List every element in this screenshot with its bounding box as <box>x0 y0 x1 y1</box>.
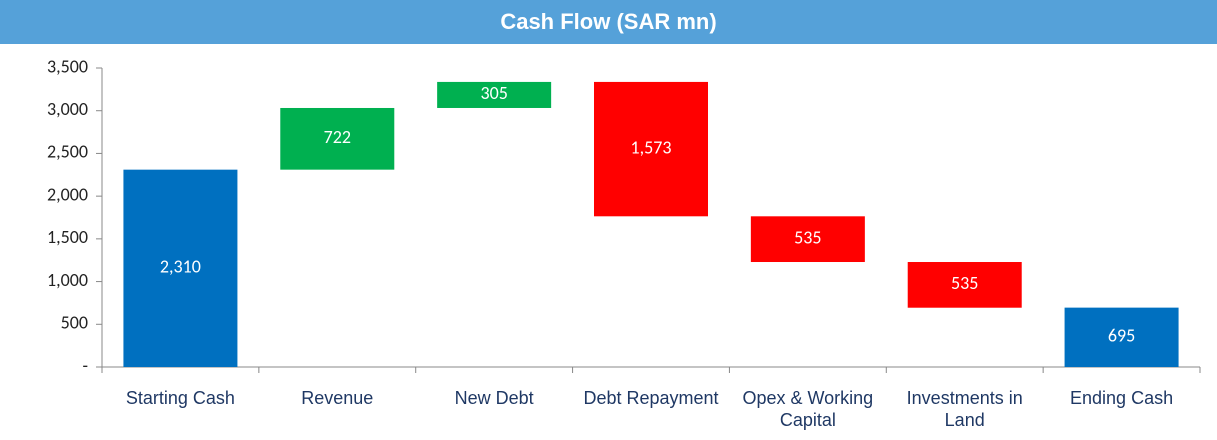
x-tick-label: Investments in Land <box>906 388 1023 430</box>
data-label: 2,310 <box>160 256 201 278</box>
bar <box>907 262 1022 308</box>
x-tick-label: Debt Repayment <box>583 388 719 408</box>
bar <box>1064 307 1179 367</box>
data-label: 722 <box>324 126 351 148</box>
data-label: 1,573 <box>631 136 672 158</box>
data-label: 535 <box>794 226 821 248</box>
y-tick-label: 2,000 <box>47 183 88 205</box>
y-tick-label: 1,000 <box>47 269 88 291</box>
bar <box>123 169 238 367</box>
data-label: 305 <box>480 82 507 104</box>
x-tick-label: Opex & Working Capital <box>742 388 874 430</box>
y-tick-label: 2,500 <box>47 141 88 163</box>
y-tick-label: - <box>82 354 88 376</box>
x-tick-label: Ending Cash <box>1070 388 1174 408</box>
bar <box>594 81 708 217</box>
data-label: 695 <box>1108 325 1135 347</box>
bar <box>750 216 865 263</box>
y-tick-label: 3,500 <box>47 55 88 77</box>
x-tick-label: New Debt <box>454 388 534 408</box>
chart-title: Cash Flow (SAR mn) <box>0 0 1217 44</box>
y-tick-label: 1,500 <box>47 226 88 248</box>
bar <box>280 107 395 170</box>
x-tick-label: Revenue <box>301 388 374 408</box>
bar <box>437 81 552 108</box>
y-tick-label: 500 <box>61 312 88 334</box>
data-label: 535 <box>951 272 978 294</box>
y-tick-label: 3,000 <box>47 98 88 120</box>
x-tick-label: Starting Cash <box>125 388 235 408</box>
